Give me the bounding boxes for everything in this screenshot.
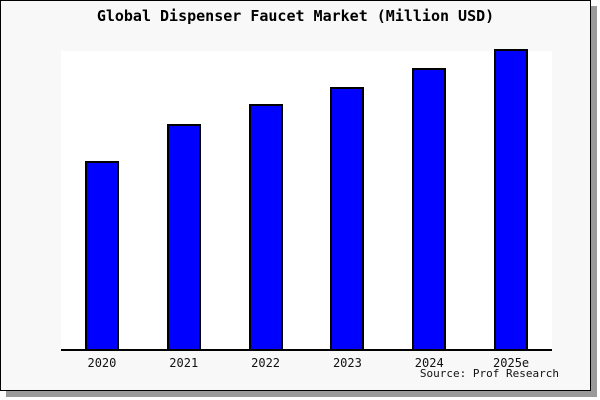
x-tick-label-2021: 2021 <box>169 356 199 370</box>
bar-2022 <box>248 104 283 349</box>
chart-panel: Global Dispenser Faucet Market (Million … <box>0 0 591 391</box>
bar-2021 <box>166 124 201 349</box>
bar-2024 <box>412 68 447 349</box>
bar-2025e <box>494 49 529 349</box>
bar-2023 <box>330 87 365 349</box>
bar-2020 <box>84 161 119 349</box>
x-tick-label-2020: 2020 <box>87 356 117 370</box>
plot-area <box>61 49 552 351</box>
x-tick-label-2022: 2022 <box>251 356 281 370</box>
source-note: Source: Prof Research <box>419 367 559 380</box>
x-tick-label-2025e: 2025e <box>493 356 530 370</box>
chart-title: Global Dispenser Faucet Market (Million … <box>96 7 495 25</box>
x-axis-tick-labels: 2020 2021 2022 2023 2024 2025e <box>61 356 552 372</box>
x-tick-label-2024: 2024 <box>414 356 444 370</box>
x-tick-label-2023: 2023 <box>332 356 362 370</box>
